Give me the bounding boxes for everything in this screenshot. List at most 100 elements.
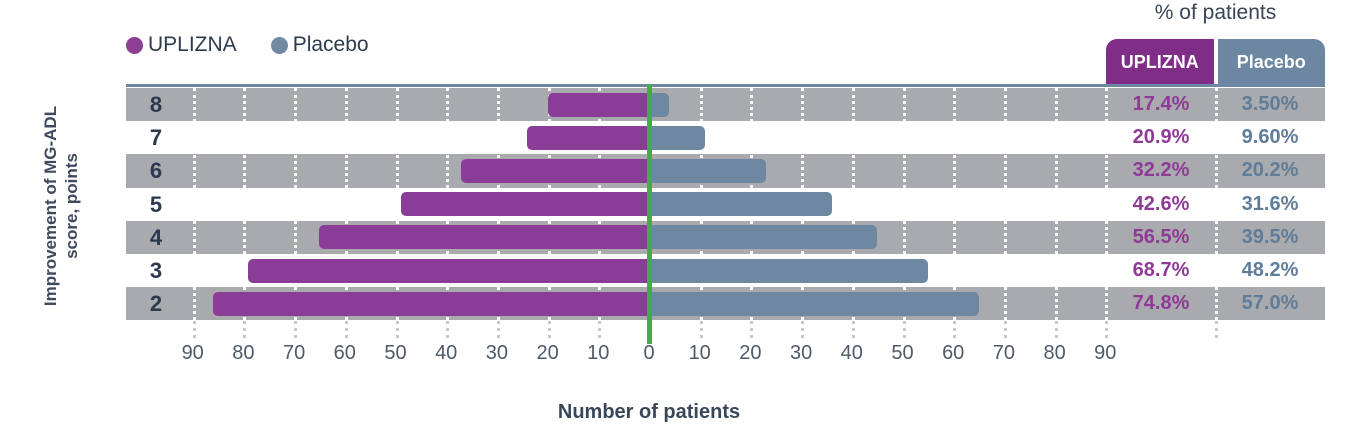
tick-stub bbox=[294, 321, 298, 339]
tick-stub bbox=[801, 321, 805, 339]
uplizna-bar bbox=[212, 291, 649, 316]
plot-top-border bbox=[126, 84, 1325, 87]
placebo-bar bbox=[649, 258, 928, 283]
x-tick-label: 60 bbox=[333, 342, 356, 364]
category-label: 5 bbox=[149, 191, 163, 217]
gridline bbox=[344, 88, 348, 321]
category-label: 8 bbox=[149, 92, 163, 117]
tick-stub bbox=[1105, 321, 1109, 339]
row-band bbox=[126, 88, 1325, 122]
placebo-legend-dot-icon bbox=[270, 36, 288, 54]
uplizna-bar bbox=[400, 192, 649, 217]
uplizna-legend-dot-icon bbox=[126, 36, 143, 54]
x-tick-label: 50 bbox=[891, 342, 914, 364]
uplizna-percent-value: 56.5% bbox=[1132, 225, 1190, 248]
placebo-bar bbox=[649, 291, 979, 316]
gridline bbox=[1054, 88, 1058, 321]
gridline bbox=[953, 88, 957, 321]
uplizna-percent-value: 20.9% bbox=[1132, 126, 1190, 149]
uplizna-percent-value: 68.7% bbox=[1132, 259, 1190, 281]
gridline bbox=[1003, 88, 1007, 321]
category-label: 7 bbox=[149, 125, 163, 151]
tick-stub bbox=[344, 321, 348, 339]
uplizna-bar bbox=[547, 92, 649, 117]
gridline bbox=[294, 88, 298, 321]
placebo-percent-value: 9.60% bbox=[1241, 126, 1299, 149]
uplizna-bar bbox=[319, 225, 649, 250]
table-header-placebo: Placebo bbox=[1217, 39, 1325, 85]
placebo-bar bbox=[649, 225, 878, 250]
gridline bbox=[192, 88, 196, 321]
placebo-bar bbox=[649, 159, 766, 183]
uplizna-percent-value: 32.2% bbox=[1132, 159, 1190, 182]
tick-stub bbox=[192, 321, 196, 339]
placebo-percent-value: 57.0% bbox=[1241, 292, 1299, 315]
tick-stub bbox=[1215, 321, 1218, 339]
legend-item-placebo: Placebo bbox=[270, 33, 369, 57]
x-tick-label: 70 bbox=[282, 342, 306, 364]
percent-table-title: % of patients bbox=[1154, 1, 1277, 24]
tick-stub bbox=[699, 321, 703, 339]
table-header-uplizna: UPLIZNA bbox=[1106, 39, 1214, 85]
y-axis-title-line2: score, points bbox=[62, 153, 81, 259]
placebo-percent-value: 48.2% bbox=[1241, 259, 1299, 281]
tick-stub bbox=[446, 321, 450, 339]
placebo-percent-value: 20.2% bbox=[1241, 159, 1299, 182]
tick-stub bbox=[1054, 321, 1058, 339]
x-tick-label: 80 bbox=[232, 342, 255, 364]
x-tick-label: 70 bbox=[992, 342, 1016, 364]
x-tick-label: 20 bbox=[739, 342, 762, 364]
tick-stub bbox=[902, 321, 906, 339]
tick-stub bbox=[496, 321, 500, 339]
gridline bbox=[851, 88, 855, 321]
uplizna-bar bbox=[248, 258, 649, 283]
x-tick-label: 10 bbox=[587, 342, 610, 364]
zero-baseline bbox=[647, 84, 652, 344]
placebo-percent-value: 31.6% bbox=[1241, 192, 1299, 215]
x-tick-label: 40 bbox=[435, 342, 458, 364]
gridline bbox=[1105, 88, 1109, 321]
gridline bbox=[395, 88, 399, 321]
tick-stub bbox=[547, 321, 551, 339]
placebo-bar bbox=[649, 92, 670, 117]
category-label: 3 bbox=[149, 258, 163, 283]
y-axis-title-line1: Improvement of MG-ADL bbox=[41, 105, 60, 307]
legend-label-placebo: Placebo bbox=[292, 33, 369, 56]
tick-stub bbox=[243, 321, 247, 339]
uplizna-bar bbox=[527, 125, 649, 150]
x-tick-label: 40 bbox=[840, 342, 863, 364]
x-axis-title: Number of patients bbox=[557, 401, 741, 423]
x-tick-label: 60 bbox=[942, 342, 965, 364]
legend: UPLIZNA Placebo bbox=[126, 33, 369, 57]
legend-item-uplizna: UPLIZNA bbox=[126, 33, 237, 57]
gridline bbox=[243, 88, 247, 321]
x-tick-label: 50 bbox=[384, 342, 407, 364]
uplizna-percent-value: 42.6% bbox=[1132, 192, 1190, 215]
placebo-percent-value: 3.50% bbox=[1241, 93, 1299, 115]
legend-label-uplizna: UPLIZNA bbox=[148, 33, 237, 56]
uplizna-bar bbox=[461, 159, 649, 183]
placebo-bar bbox=[649, 125, 705, 150]
category-label: 6 bbox=[149, 158, 163, 184]
x-tick-label: 10 bbox=[688, 342, 711, 364]
gridline bbox=[902, 88, 906, 321]
x-tick-label: 30 bbox=[789, 342, 813, 364]
category-label: 2 bbox=[149, 291, 163, 317]
tick-stub bbox=[1003, 321, 1007, 339]
x-tick-label: 90 bbox=[1094, 342, 1117, 364]
x-tick-label: 0 bbox=[643, 342, 655, 364]
x-tick-label: 80 bbox=[1043, 342, 1066, 364]
table-column-divider bbox=[1215, 88, 1218, 321]
tick-stub bbox=[851, 321, 855, 339]
percent-table-header: UPLIZNA Placebo bbox=[1106, 39, 1325, 85]
placebo-percent-value: 39.5% bbox=[1241, 225, 1299, 248]
tick-stub bbox=[395, 321, 399, 339]
x-tick-label: 90 bbox=[181, 342, 204, 364]
placebo-bar bbox=[649, 192, 832, 217]
category-label: 4 bbox=[149, 224, 163, 250]
tick-stub bbox=[953, 321, 957, 339]
uplizna-percent-value: 17.4% bbox=[1132, 93, 1190, 115]
tick-stub bbox=[598, 321, 602, 339]
y-axis-title: Improvement of MG-ADL score, points bbox=[40, 86, 84, 326]
